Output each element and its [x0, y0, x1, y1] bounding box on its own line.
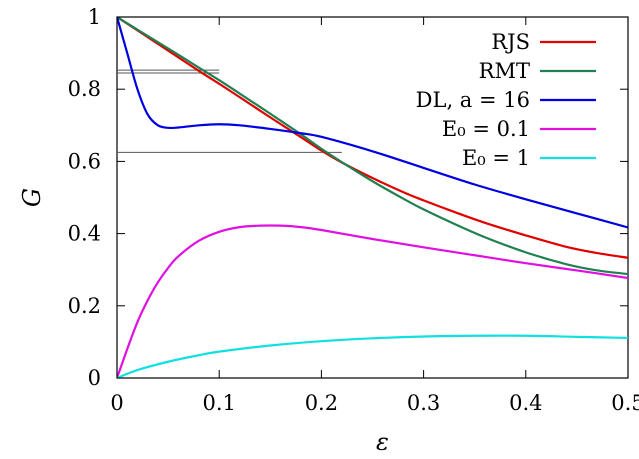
x-tick-label: 0.2	[305, 391, 338, 415]
tick-labels: 0 0.1 0.2 0.3 0.4 0.5 0 0.2 0.4 0.6 0.8 1	[68, 5, 639, 415]
x-axis-label: ε	[376, 428, 389, 456]
legend-label: DL, a = 16	[416, 88, 530, 112]
x-tick-label: 0.3	[407, 391, 440, 415]
series-line-5	[117, 334, 628, 378]
plot-frame	[116, 16, 629, 379]
y-tick-label: 1	[88, 5, 101, 29]
x-tick-label: 0.5	[611, 391, 639, 415]
legend: RJS RMT DL, a = 16 E₀ = 0.1 E₀ = 1	[416, 30, 596, 170]
y-tick-label: 0.8	[68, 77, 101, 101]
y-tick-label: 0	[88, 366, 101, 390]
axis-ticks	[116, 16, 629, 379]
legend-label: RMT	[479, 59, 530, 83]
legend-label: RJS	[491, 30, 530, 54]
plot-border	[116, 16, 629, 379]
series-line-1	[117, 17, 628, 259]
legend-label: E₀ = 1	[462, 146, 530, 170]
y-tick-label: 0.6	[68, 149, 101, 173]
series-line-4	[117, 224, 628, 378]
x-tick-label: 0	[110, 391, 123, 415]
y-tick-label: 0.4	[68, 222, 101, 246]
y-tick-label: 0.2	[68, 294, 101, 318]
legend-label: E₀ = 0.1	[442, 117, 530, 141]
x-tick-label: 0.4	[509, 391, 542, 415]
series-lines	[117, 17, 628, 378]
series-line-3	[117, 17, 628, 229]
y-axis-label: G	[18, 188, 46, 207]
x-tick-label: 0.1	[202, 391, 235, 415]
series-line-2	[117, 17, 628, 276]
